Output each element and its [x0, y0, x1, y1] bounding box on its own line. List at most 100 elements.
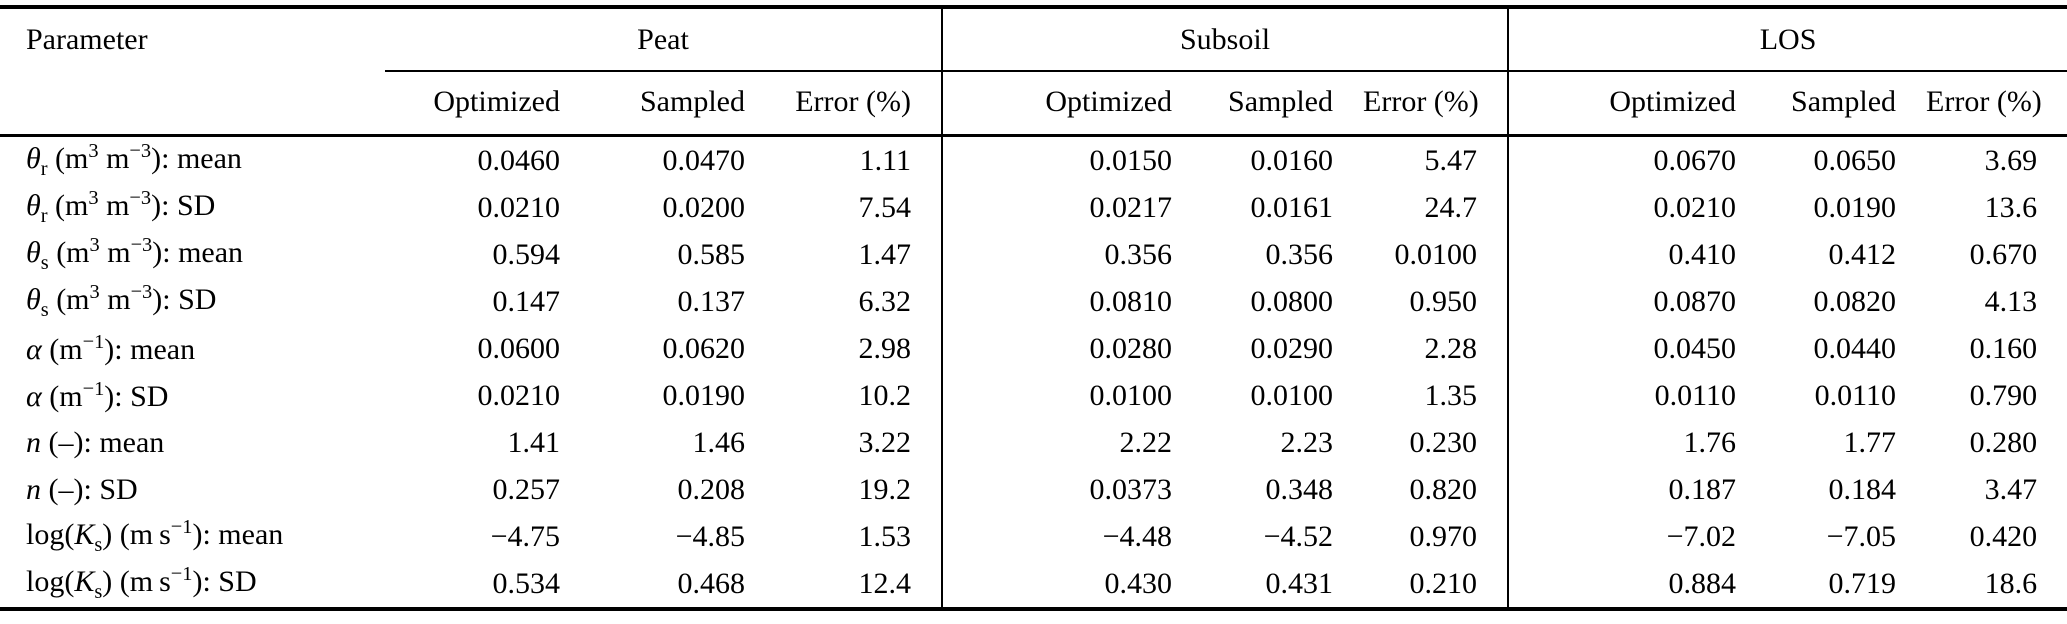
peat-optimized-value: 0.0210 — [477, 378, 561, 412]
peat-optimized-value: 0.594 — [492, 237, 561, 271]
los-sampled-value: 0.719 — [1828, 566, 1897, 600]
parameter-label: θs (m3 m−3): SD — [26, 281, 217, 322]
los-error-value: 18.6 — [1984, 566, 2038, 600]
parameter-label: θr (m3 m−3): mean — [26, 140, 242, 181]
los-error-value: 0.670 — [1969, 237, 2038, 271]
table-row: α (m−1): SD 0.0210 0.0190 10.2 0.0100 0.0100 1… — [0, 372, 2067, 419]
peat-optimized-value: −4.75 — [490, 519, 560, 553]
subsoil-error-value: 0.230 — [1409, 425, 1478, 459]
los-error-value: 0.420 — [1969, 519, 2038, 553]
peat-optimized-value: 0.0460 — [477, 143, 561, 177]
subsoil-optimized-value: 0.0150 — [941, 135, 1203, 184]
group-header-peat: Peat — [385, 7, 943, 72]
subsoil-sampled-value: 0.0100 — [1250, 378, 1334, 412]
subsoil-sampled-value: 0.0800 — [1250, 284, 1334, 318]
table-row: n (–): SD 0.257 0.208 19.2 0.0373 0.348 0.820 0… — [0, 466, 2067, 513]
parameter-table: Parameter Peat Subsoil LOS Optimized Sam… — [0, 5, 2067, 611]
peat-error-value: 19.2 — [858, 472, 912, 506]
los-sampled-value: −7.05 — [1826, 519, 1897, 553]
peat-optimized-value: 1.41 — [507, 425, 561, 459]
los-optimized-value: 0.0670 — [1507, 135, 1767, 184]
subsoil-error-value: 5.47 — [1424, 143, 1478, 177]
los-optimized-value: 0.884 — [1507, 560, 1767, 609]
peat-sampled-value: −4.85 — [675, 519, 745, 553]
peat-error-value: 3.22 — [858, 425, 912, 459]
peat-error-value: 1.47 — [858, 237, 912, 271]
los-optimized-value: 0.187 — [1507, 466, 1767, 513]
group-header-row: Parameter Peat Subsoil LOS — [0, 7, 2067, 137]
parameter-label: θr (m3 m−3): SD — [26, 187, 216, 228]
peat-error-value: 1.53 — [858, 519, 912, 553]
los-sampled-value: 1.77 — [1843, 425, 1897, 459]
peat-sampled-value: 0.0620 — [662, 331, 746, 365]
los-error-value: 3.47 — [1984, 472, 2038, 506]
peat-sampled-value: 0.0200 — [662, 190, 746, 224]
table-row: θs (m3 m−3): SD 0.147 0.137 6.32 0.0810 0.080… — [0, 278, 2067, 325]
subsoil-error-value: 1.35 — [1424, 378, 1478, 412]
table-row: α (m−1): mean 0.0600 0.0620 2.98 0.0280 0.029… — [0, 325, 2067, 372]
los-optimized-value: −7.02 — [1507, 513, 1767, 560]
subsoil-error-value: 24.7 — [1424, 190, 1478, 224]
group-header-los: LOS — [1507, 7, 2067, 72]
subsoil-optimized-value: 2.22 — [941, 419, 1203, 466]
los-optimized-value: 0.0110 — [1507, 372, 1767, 419]
peat-sampled-value: 0.208 — [677, 472, 746, 506]
subsoil-sampled-value: −4.52 — [1263, 519, 1334, 553]
subsoil-error-value: 2.28 — [1424, 331, 1478, 365]
table-row: n (–): mean 1.41 1.46 3.22 2.22 2.23 0.230 1.76… — [0, 419, 2067, 466]
peat-error-value: 7.54 — [858, 190, 912, 224]
peat-error-value: 1.11 — [859, 143, 912, 177]
subsoil-sampled-value: 0.0161 — [1250, 190, 1334, 224]
subcol-header-subsoil-error: Error (%) — [1363, 71, 1509, 137]
subsoil-error-value: 0.970 — [1409, 519, 1478, 553]
peat-error-value: 6.32 — [858, 284, 912, 318]
los-sampled-value: 0.0110 — [1814, 378, 1897, 412]
subsoil-optimized-value: 0.0217 — [941, 184, 1203, 231]
los-sampled-value: 0.0440 — [1813, 331, 1897, 365]
subsoil-sampled-value: 2.23 — [1280, 425, 1334, 459]
subsoil-optimized-value: 0.356 — [941, 231, 1203, 278]
peat-error-value: 10.2 — [858, 378, 912, 412]
peat-optimized-value: 0.0210 — [477, 190, 561, 224]
los-sampled-value: 0.184 — [1828, 472, 1897, 506]
peat-sampled-value: 0.0470 — [662, 143, 746, 177]
subsoil-sampled-value: 0.348 — [1265, 472, 1334, 506]
subcol-header-peat-optimized: Optimized — [385, 71, 590, 137]
parameter-label: α (m−1): SD — [26, 378, 169, 413]
peat-sampled-value: 0.585 — [677, 237, 746, 271]
parameter-label: n (–): mean — [26, 425, 165, 459]
los-error-value: 0.160 — [1969, 331, 2038, 365]
parameter-label: α (m−1): mean — [26, 331, 196, 366]
subsoil-error-value: 0.210 — [1409, 566, 1478, 600]
subsoil-error-value: 0.950 — [1409, 284, 1478, 318]
los-error-value: 13.6 — [1984, 190, 2038, 224]
table-row: θr (m3 m−3): SD 0.0210 0.0200 7.54 0.0217 0.0… — [0, 184, 2067, 231]
los-optimized-value: 0.410 — [1507, 231, 1767, 278]
peat-sampled-value: 1.46 — [692, 425, 746, 459]
subsoil-sampled-value: 0.356 — [1265, 237, 1334, 271]
peat-optimized-value: 0.257 — [492, 472, 561, 506]
subcol-header-los-error: Error (%) — [1926, 71, 2067, 137]
subcol-header-peat-sampled: Sampled — [590, 71, 775, 137]
subsoil-optimized-value: 0.430 — [941, 560, 1203, 609]
table-body: θr (m3 m−3): mean 0.0460 0.0470 1.11 0.0150 0… — [0, 135, 2067, 609]
subsoil-optimized-value: −4.48 — [941, 513, 1203, 560]
subsoil-optimized-value: 0.0810 — [941, 278, 1203, 325]
los-optimized-value: 1.76 — [1507, 419, 1767, 466]
subcol-header-subsoil-optimized: Optimized — [941, 71, 1203, 137]
los-optimized-value: 0.0870 — [1507, 278, 1767, 325]
los-optimized-value: 0.0210 — [1507, 184, 1767, 231]
subcol-header-peat-error: Error (%) — [775, 71, 943, 137]
table-row: log(Ks) (m s−1): mean −4.75 −4.85 1.53 −4.48… — [0, 513, 2067, 560]
los-optimized-value: 0.0450 — [1507, 325, 1767, 372]
peat-sampled-value: 0.0190 — [662, 378, 746, 412]
subcol-header-los-optimized: Optimized — [1507, 71, 1767, 137]
los-error-value: 3.69 — [1984, 143, 2038, 177]
table-row: θr (m3 m−3): mean 0.0460 0.0470 1.11 0.0150 0… — [0, 135, 2067, 184]
subsoil-sampled-value: 0.0160 — [1250, 143, 1334, 177]
subcol-header-los-sampled: Sampled — [1766, 71, 1927, 137]
subcolumn-header-row: Optimized Sampled Error (%) Optimized Sa… — [0, 71, 2067, 137]
subsoil-optimized-value: 0.0373 — [941, 466, 1203, 513]
subsoil-error-value: 0.820 — [1409, 472, 1478, 506]
